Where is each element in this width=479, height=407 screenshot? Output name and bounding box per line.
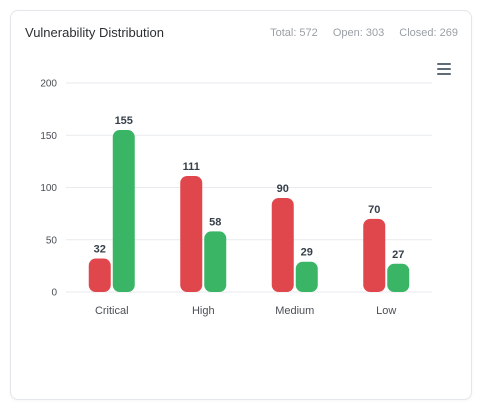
data-label: 27	[392, 249, 404, 261]
bar-closed	[204, 231, 227, 292]
chart-title: Vulnerability Distribution	[25, 25, 164, 40]
data-label: 29	[301, 247, 313, 259]
data-label: 155	[115, 115, 133, 127]
bar-closed	[112, 130, 135, 292]
stat-total: Total: 572	[270, 27, 318, 39]
data-label: 90	[277, 183, 289, 195]
chart-card: Vulnerability Distribution Total: 572 Op…	[10, 10, 472, 400]
bar-open	[363, 218, 386, 292]
data-label: 111	[183, 161, 200, 173]
data-label: 32	[94, 244, 106, 256]
bar-closed	[387, 263, 410, 292]
y-tick-label: 200	[40, 79, 57, 90]
category-label: Low	[376, 305, 396, 317]
data-label: 58	[209, 216, 221, 228]
category-label: Medium	[275, 305, 314, 317]
y-tick-label: 150	[40, 131, 57, 142]
stat-open: Open: 303	[332, 27, 385, 39]
y-tick-label: 50	[46, 235, 58, 246]
stats-summary: Total: 572 Open: 303 Closed: 269	[258, 27, 458, 39]
y-tick-label: 100	[40, 183, 57, 194]
stat-closed: Closed: 269	[399, 27, 458, 39]
category-label: Critical	[95, 305, 129, 317]
bar-open	[271, 197, 294, 292]
hamburger-menu-icon[interactable]	[437, 63, 451, 75]
category-label: High	[192, 305, 215, 317]
bar-open	[88, 258, 111, 292]
y-tick-label: 0	[51, 288, 57, 299]
data-label: 70	[368, 204, 380, 216]
bar-open	[180, 176, 203, 292]
bar-closed	[295, 261, 318, 292]
